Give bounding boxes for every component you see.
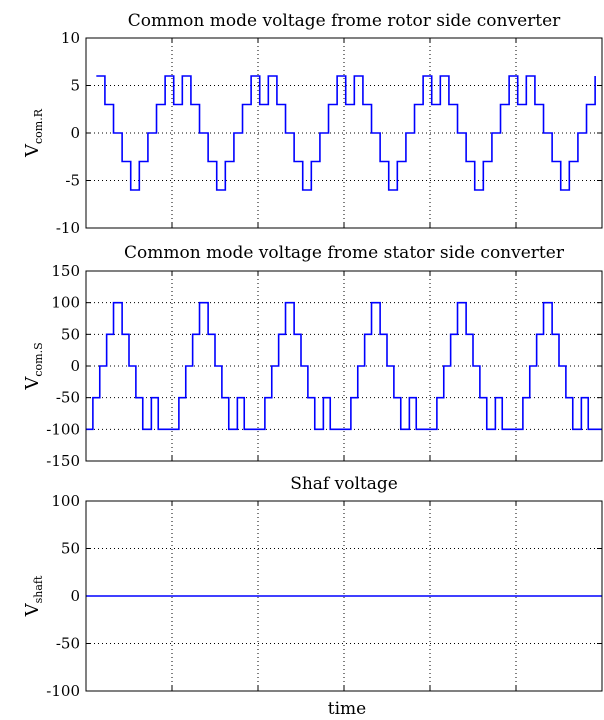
chart-panel-2: Common mode voltage frome stator side co… bbox=[22, 243, 603, 470]
series-line bbox=[96, 75, 596, 191]
y-axis-label: Vcom.S bbox=[22, 342, 45, 390]
y-tick-label: 100 bbox=[51, 492, 80, 510]
y-tick-label: -100 bbox=[46, 420, 80, 438]
y-axis-label: Vcom.R bbox=[22, 108, 45, 158]
plot-frame bbox=[85, 37, 603, 229]
chart-title: Shaf voltage bbox=[290, 474, 398, 494]
y-tick-label: 50 bbox=[61, 540, 80, 558]
y-tick-label: -100 bbox=[46, 682, 80, 700]
series-line bbox=[86, 301, 602, 431]
chart-panel-1: Common mode voltage frome rotor side con… bbox=[22, 11, 603, 237]
y-tick-label: 0 bbox=[70, 587, 80, 605]
y-tick-label: -50 bbox=[56, 635, 80, 653]
y-axis-label: Vshaft bbox=[22, 575, 45, 617]
y-tick-label: -10 bbox=[56, 219, 80, 237]
y-tick-label: 100 bbox=[51, 294, 80, 312]
chart-title: Common mode voltage frome stator side co… bbox=[124, 243, 565, 263]
chart-title: Common mode voltage frome rotor side con… bbox=[128, 11, 561, 31]
plot-frame bbox=[85, 270, 603, 462]
y-tick-label: -50 bbox=[56, 389, 80, 407]
plot-frame bbox=[85, 500, 603, 692]
y-tick-label: 5 bbox=[70, 77, 80, 95]
y-tick-label: 50 bbox=[61, 325, 80, 343]
y-tick-label: 0 bbox=[70, 357, 80, 375]
y-tick-label: 10 bbox=[61, 29, 80, 47]
x-axis-label: time bbox=[328, 699, 366, 719]
y-tick-label: -5 bbox=[65, 172, 80, 190]
y-tick-label: 150 bbox=[51, 262, 80, 280]
chart-panel-3: Shaf voltage 100 50 0 -50 -100 Vshaft bbox=[22, 474, 603, 700]
y-tick-label: -150 bbox=[46, 452, 80, 470]
y-tick-label: 0 bbox=[70, 124, 80, 142]
